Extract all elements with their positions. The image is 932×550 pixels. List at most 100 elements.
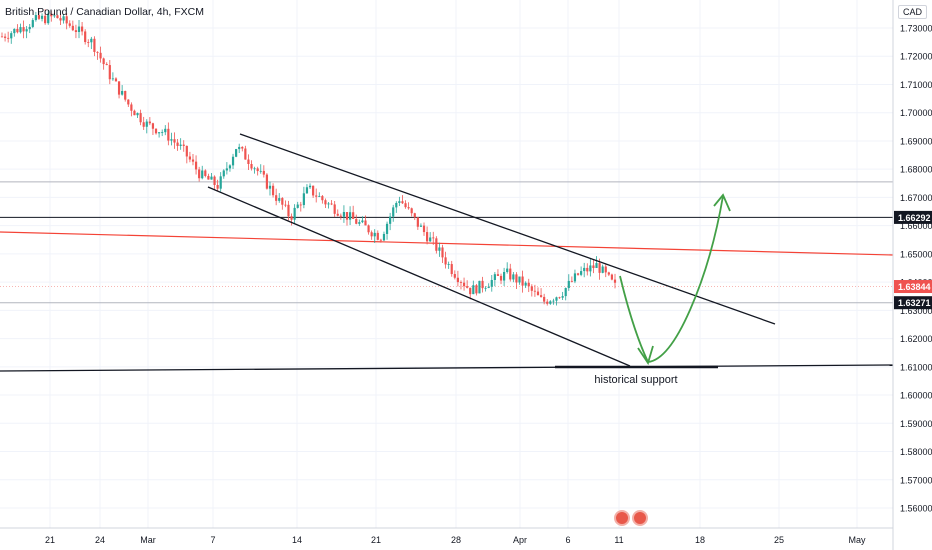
candle-body [253,168,256,170]
candle-body [382,233,386,241]
logo-badges [614,510,648,526]
candle-body [130,104,133,111]
candle-body [469,287,472,295]
candle-body [555,297,558,301]
candle-body [543,296,546,302]
candle-body [376,232,379,240]
candle-body [515,274,518,283]
candle-body [493,274,496,280]
candle-body [225,168,228,171]
candle-body [348,212,352,220]
candle-body [416,217,419,227]
candle-body [84,31,87,43]
y-tick-label: 1.62000 [900,334,932,344]
candle-body [194,161,198,170]
candle-body [121,90,124,95]
y-tick-label: 1.57000 [900,475,932,485]
candle-body [34,15,37,21]
candle-body [231,156,235,166]
candle-body [284,204,287,206]
candle-body [53,15,56,17]
candle-body [7,37,10,39]
candle-body [367,225,370,233]
candle-body [164,128,167,133]
candle-body [22,27,25,32]
x-tick-label: 21 [45,535,55,545]
candle-body [385,223,389,234]
candle-body [16,28,19,33]
candle-body [161,132,164,133]
candle-body [259,170,262,172]
candle-body [472,285,475,295]
candle-body [610,274,614,280]
candle-body [312,185,315,196]
globe-icon[interactable] [614,510,630,526]
y-tick-label: 1.58000 [900,447,932,457]
candle-body [462,282,466,287]
candle-body [539,295,543,297]
candle-body [68,23,71,26]
candle-body [167,128,170,141]
candle-body [392,207,395,217]
time-axis[interactable]: 21 24 Mar 7 14 21 28 Apr 6 11 18 25 May [0,527,893,545]
candle-body [28,26,31,30]
candle-body [499,275,503,281]
candle-body [450,264,453,275]
x-tick-label: 11 [614,535,623,545]
x-tick-label: May [848,535,866,545]
x-tick-label: 28 [451,535,461,545]
candle-body [179,144,182,146]
candle-body [170,139,173,141]
x-tick-label: 25 [774,535,784,545]
y-tick-label: 1.65000 [900,249,932,259]
candle-body [583,267,586,272]
currency-label[interactable]: CAD [897,5,927,19]
candle-body [37,15,41,19]
candle-body [419,225,423,227]
candle-body [613,279,617,283]
candle-body [219,176,222,189]
price-axis[interactable]: 1.73000 1.72000 1.71000 1.70000 1.69000 1.680… [892,0,932,550]
y-tick-label: 1.60000 [900,391,932,401]
y-tick-label: 1.63000 [900,306,932,316]
candle-body [10,33,13,39]
candle-body [142,122,145,127]
support-label: historical support [594,374,677,386]
candle-body [481,280,484,289]
candle-body [133,110,136,116]
candle-body [71,25,74,31]
candle-body [333,204,336,214]
candle-body [345,212,349,220]
candle-body [321,196,324,201]
candle-body [50,13,53,17]
projection-arrow [619,195,724,363]
x-tick-label: 14 [292,535,302,545]
x-tick-label: Apr [513,535,527,545]
candle-body [595,263,598,269]
candle-body [271,185,275,196]
candle-body [139,113,142,123]
candle-body [262,170,265,175]
candle-body [466,286,469,288]
candle-body [256,168,259,172]
candle-body [281,198,284,205]
horizontal-levels [0,181,894,304]
globe-icon[interactable] [632,510,648,526]
x-tick-label: 21 [371,535,381,545]
candle-body [389,216,392,224]
candle-body [201,170,204,179]
price-label-bg [894,210,932,224]
candle-body [364,220,367,226]
candle-body [546,301,549,304]
candle-body [191,159,195,162]
y-tick-label: 1.61000 [900,362,932,372]
candle-body [447,264,450,265]
candle-body [235,149,238,157]
candle-body [210,176,213,180]
candle-body [275,195,278,201]
candle-body [148,121,151,124]
candle-body [268,185,272,189]
y-tick-label: 1.56000 [900,504,932,514]
